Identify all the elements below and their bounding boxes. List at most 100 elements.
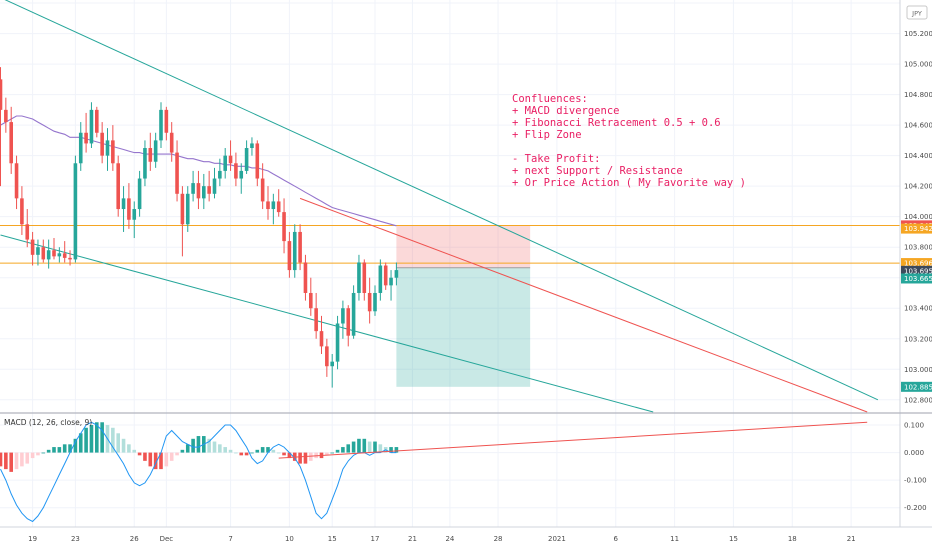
trendline-channel-upper[interactable] — [0, 0, 879, 401]
candle-body[interactable] — [341, 308, 345, 324]
candle-body[interactable] — [100, 132, 104, 156]
macd-axis[interactable]: 0.100 0.000 -0.100 -0.200 — [904, 422, 927, 513]
candle-body[interactable] — [383, 265, 388, 286]
candle-body[interactable] — [255, 143, 260, 179]
candle-body[interactable] — [260, 178, 265, 202]
candle-body[interactable] — [271, 201, 276, 210]
candle-body[interactable] — [0, 79, 3, 110]
candle-body[interactable] — [9, 122, 13, 164]
candle-body[interactable] — [116, 163, 120, 210]
candle-body[interactable] — [292, 231, 297, 271]
candle-body[interactable] — [223, 155, 227, 171]
candle-body[interactable] — [191, 183, 195, 194]
candle-body[interactable] — [78, 132, 83, 164]
candle-body[interactable] — [202, 186, 206, 199]
candle-body[interactable] — [148, 148, 153, 162]
macd-trendline[interactable] — [278, 421, 868, 459]
candle-body[interactable] — [319, 331, 324, 347]
candle-body[interactable] — [175, 152, 179, 194]
candle-body[interactable] — [346, 308, 351, 336]
price-tag-box[interactable] — [901, 223, 932, 234]
trendline-resistance[interactable] — [299, 197, 868, 413]
price-tag-box[interactable] — [901, 265, 932, 276]
candle-body[interactable] — [84, 132, 88, 144]
horizontal-levels[interactable] — [0, 225, 900, 264]
price-axis[interactable]: 102.800103.000103.200103.400103.600103.8… — [899, 0, 932, 527]
trendlines[interactable] — [0, 0, 879, 413]
macd-pane[interactable]: MACD (12, 26, close, 9) — [0, 418, 868, 523]
candle-body[interactable] — [244, 148, 249, 171]
candle-body[interactable] — [298, 231, 302, 263]
candle-body[interactable] — [52, 250, 56, 257]
candle-body[interactable] — [14, 163, 19, 199]
candle-body[interactable] — [309, 292, 313, 309]
candle-body[interactable] — [164, 109, 169, 133]
candle-body[interactable] — [239, 170, 244, 179]
candle-body[interactable] — [73, 163, 78, 260]
candle-body[interactable] — [180, 193, 185, 225]
candle-body[interactable] — [351, 292, 356, 336]
candle-body[interactable] — [95, 109, 99, 133]
candle-body[interactable] — [137, 178, 142, 210]
candle-body[interactable] — [62, 253, 67, 258]
position-tool[interactable] — [396, 225, 531, 387]
candle-body[interactable] — [335, 323, 340, 362]
candle-body[interactable] — [373, 292, 377, 312]
price-tag-box[interactable] — [901, 258, 932, 269]
candle-body[interactable] — [185, 193, 190, 225]
candle-body[interactable] — [250, 143, 254, 149]
take-profit-zone[interactable] — [396, 267, 531, 387]
candle-body[interactable] — [57, 253, 62, 257]
candle-body[interactable] — [20, 198, 24, 225]
candle-body[interactable] — [367, 292, 372, 312]
candle-body[interactable] — [25, 224, 30, 240]
time-axis[interactable]: 19 23 26 Dec 7 10 15 17 21 24 28 2021 6 11 15 18 21 — [0, 526, 932, 550]
candle-body[interactable] — [121, 198, 126, 210]
candle-body[interactable] — [330, 361, 334, 367]
candle-body[interactable] — [266, 201, 270, 210]
candle-body[interactable] — [169, 132, 174, 153]
macd-histogram-bar — [260, 447, 265, 453]
candle-body[interactable] — [68, 257, 72, 260]
candle-body[interactable] — [132, 209, 137, 220]
candle-body[interactable] — [362, 262, 367, 293]
candle-body[interactable] — [159, 109, 163, 141]
candle-body[interactable] — [303, 262, 308, 293]
candle-body[interactable] — [389, 277, 393, 286]
price-tag-box[interactable] — [901, 381, 932, 392]
candle-body[interactable] — [212, 178, 217, 194]
candle-body[interactable] — [282, 212, 286, 242]
candle-body[interactable] — [30, 239, 35, 255]
candle-body[interactable] — [314, 308, 318, 332]
candle-body[interactable] — [153, 140, 158, 162]
candles[interactable] — [0, 67, 399, 388]
candle-body[interactable] — [36, 247, 40, 255]
candle-body[interactable] — [127, 198, 131, 220]
candle-body[interactable] — [394, 270, 399, 278]
candle-body[interactable] — [378, 265, 383, 293]
candle-body[interactable] — [143, 148, 147, 179]
candle-body[interactable] — [357, 262, 361, 293]
candle-body[interactable] — [196, 183, 201, 199]
candle-body[interactable] — [105, 140, 110, 156]
candle-body[interactable] — [111, 140, 115, 164]
candle-body[interactable] — [89, 109, 94, 144]
candle-body[interactable] — [228, 155, 233, 164]
stop-loss-zone[interactable] — [396, 225, 531, 268]
candle-body[interactable] — [234, 163, 238, 179]
time-tick-label: 15 — [729, 535, 738, 543]
candle-body[interactable] — [325, 346, 329, 367]
time-tick-label: 7 — [228, 535, 232, 543]
candle-body[interactable] — [218, 170, 222, 179]
candle-body[interactable] — [41, 247, 46, 260]
candle-body[interactable] — [276, 201, 281, 213]
candle-body[interactable] — [287, 241, 292, 271]
price-tag-box[interactable] — [901, 0, 932, 9]
annotation-text[interactable]: Confluences:+ MACD divergence+ Fibonacci… — [512, 93, 746, 189]
candle-body[interactable] — [207, 186, 211, 194]
trendline-channel-lower[interactable] — [0, 234, 654, 413]
price-tag-box[interactable] — [901, 273, 932, 284]
candle-body[interactable] — [4, 109, 8, 123]
candle-body[interactable] — [46, 250, 51, 260]
